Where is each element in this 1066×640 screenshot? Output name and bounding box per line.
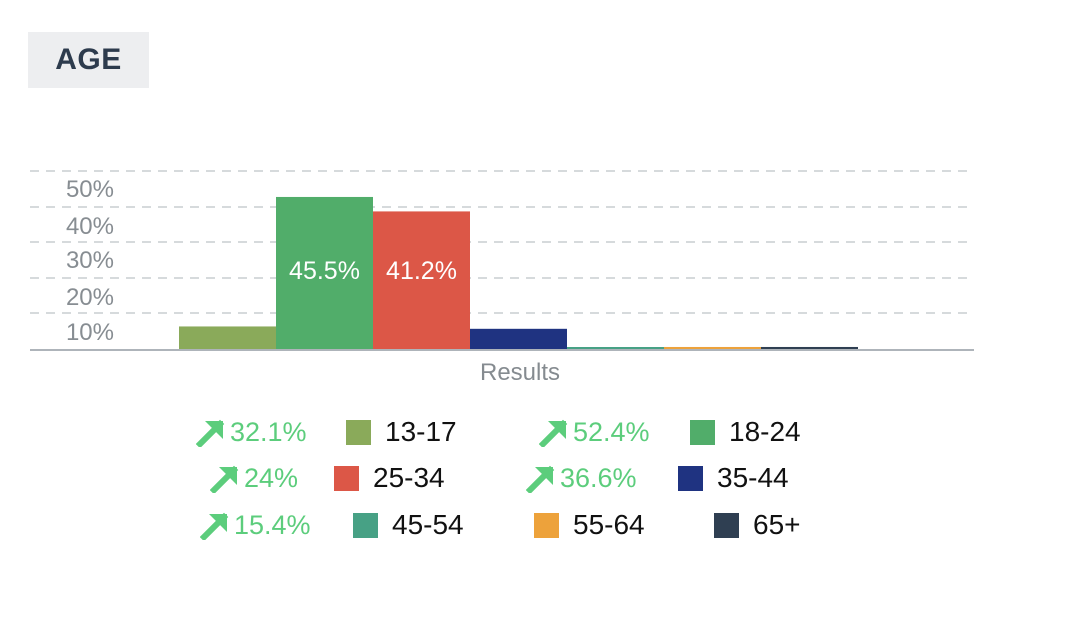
legend-item-18-24: 52.4% 18-24 bbox=[539, 412, 801, 452]
trend-indicator: 36.6% bbox=[526, 463, 678, 494]
trend-up-arrow-icon bbox=[526, 465, 555, 493]
legend-swatch bbox=[678, 465, 703, 491]
legend-label: 45-54 bbox=[392, 509, 464, 540]
section-title: AGE bbox=[28, 32, 149, 88]
legend-label: 13-17 bbox=[385, 416, 457, 447]
legend-label: 25-34 bbox=[373, 462, 445, 493]
y-tick-label: 10% bbox=[66, 319, 114, 346]
legend-item-25-34: 24% 25-34 bbox=[210, 458, 445, 498]
trend-up-arrow-icon bbox=[200, 512, 229, 540]
gridlines bbox=[30, 170, 974, 314]
data-labels: 45.5% 41.2% bbox=[289, 257, 457, 285]
legend-swatch bbox=[334, 465, 359, 491]
legend-label: 65+ bbox=[753, 509, 801, 540]
legend-item-35-44: 36.6% 35-44 bbox=[526, 458, 789, 498]
x-axis-label: Results bbox=[480, 359, 560, 386]
bar-25-34 bbox=[373, 211, 470, 350]
trend-value: 36.6% bbox=[560, 462, 637, 493]
trend-up-arrow-icon bbox=[196, 419, 225, 447]
legend-swatch bbox=[353, 512, 378, 538]
data-label-25-34: 41.2% bbox=[386, 257, 457, 285]
bar-18-24 bbox=[276, 196, 373, 350]
chart-legend: 32.1% 13-17 52.4% 18-24 24% 25-34 36.6% 35-44 15… bbox=[196, 412, 836, 542]
legend-label: 55-64 bbox=[573, 509, 645, 540]
legend-label: 35-44 bbox=[717, 462, 789, 493]
bar-35-44 bbox=[470, 328, 567, 350]
bar-55-64 bbox=[664, 346, 761, 350]
trend-value: 15.4% bbox=[234, 509, 311, 540]
legend-item-45-54: 15.4% 45-54 bbox=[200, 505, 464, 545]
legend-label: 18-24 bbox=[729, 416, 801, 447]
data-label-18-24: 45.5% bbox=[289, 257, 360, 285]
legend-item-13-17: 32.1% 13-17 bbox=[196, 412, 457, 452]
trend-value: 24% bbox=[244, 462, 299, 493]
age-bar-chart: 10% 20% 30% 40% 50% 45.5% 41.2% Results bbox=[30, 170, 974, 386]
bar-45-54 bbox=[567, 347, 664, 350]
y-tick-label: 30% bbox=[66, 247, 114, 274]
y-tick-label: 40% bbox=[66, 213, 114, 240]
trend-indicator: 52.4% bbox=[539, 417, 690, 448]
trend-up-arrow-icon bbox=[210, 465, 239, 493]
legend-item-65+: 65+ bbox=[714, 505, 801, 545]
bar-13-17 bbox=[179, 326, 276, 350]
trend-value: 52.4% bbox=[573, 416, 650, 447]
y-axis-ticks: 10% 20% 30% 40% 50% bbox=[66, 176, 114, 346]
legend-swatch bbox=[690, 419, 715, 445]
trend-up-arrow-icon bbox=[539, 419, 568, 447]
trend-indicator: 32.1% bbox=[196, 417, 346, 448]
y-tick-label: 20% bbox=[66, 284, 114, 311]
trend-indicator: 15.4% bbox=[200, 510, 353, 541]
legend-item-55-64: 55-64 bbox=[534, 505, 645, 545]
legend-swatch bbox=[714, 512, 739, 538]
y-tick-label: 50% bbox=[66, 176, 114, 203]
legend-swatch bbox=[346, 419, 371, 445]
trend-value: 32.1% bbox=[230, 416, 307, 447]
section-title-text: AGE bbox=[55, 43, 122, 76]
bar-65+ bbox=[761, 346, 858, 350]
trend-indicator: 24% bbox=[210, 463, 334, 494]
bars bbox=[179, 196, 858, 350]
legend-swatch bbox=[534, 512, 559, 538]
